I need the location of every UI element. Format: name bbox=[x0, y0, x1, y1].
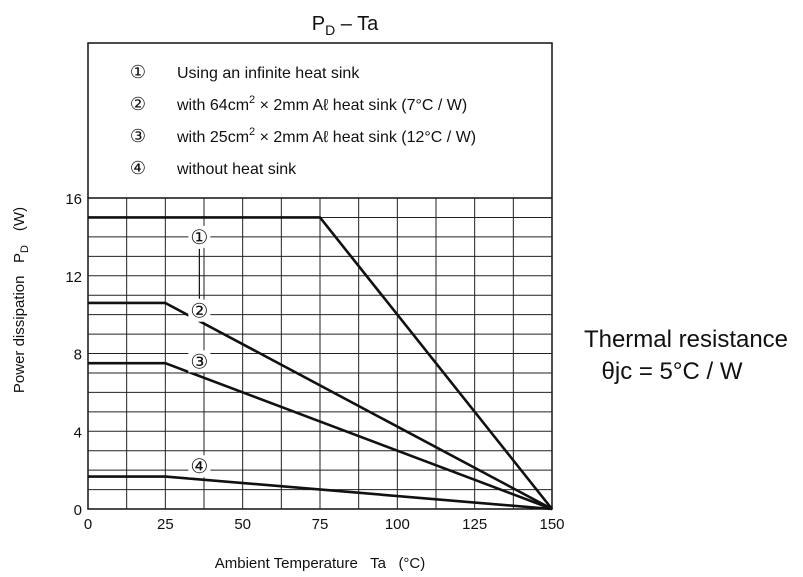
y-tick-label: 16 bbox=[65, 191, 82, 208]
legend-marker-1: ① bbox=[130, 62, 146, 82]
x-tick-label: 150 bbox=[539, 516, 564, 533]
chart-title-subscript: D bbox=[325, 22, 335, 38]
series-line-4 bbox=[88, 475, 553, 511]
y-tick-label: 12 bbox=[65, 269, 82, 286]
legend-marker-4: ④ bbox=[130, 158, 146, 178]
series-markers: ① ② ③ ④ bbox=[188, 225, 211, 478]
y-tick-label: 8 bbox=[74, 347, 82, 364]
legend-text-1: Using an infinite heat sink bbox=[177, 65, 360, 82]
series-marker-2: ② bbox=[190, 301, 208, 323]
series-marker-backing bbox=[188, 299, 211, 322]
x-axis-label: Ambient Temperature Ta (°C) bbox=[215, 555, 426, 572]
series-marker-1: ① bbox=[190, 227, 208, 249]
y-axis-label: Power dissipation PD(W) bbox=[11, 207, 31, 393]
x-tick-label: 50 bbox=[234, 516, 251, 533]
x-tick-label: 125 bbox=[462, 516, 487, 533]
y-tick-label: 0 bbox=[74, 502, 82, 519]
grid bbox=[88, 198, 552, 509]
x-tick-label: 75 bbox=[312, 516, 329, 533]
series-marker-4: ④ bbox=[190, 456, 208, 478]
series-marker-backing bbox=[188, 350, 211, 373]
thermal-resistance-value: θjc = 5°C / W bbox=[602, 358, 743, 385]
series-marker-backing bbox=[188, 455, 211, 478]
legend-text-4: without heat sink bbox=[176, 161, 297, 178]
legend-marker-3: ③ bbox=[130, 126, 146, 146]
series-marker-3: ③ bbox=[190, 351, 208, 373]
series-line-1 bbox=[88, 216, 554, 510]
chart-title: PD – Ta bbox=[312, 13, 379, 38]
thermal-resistance-label: Thermal resistance bbox=[584, 326, 788, 353]
y-tick-label: 4 bbox=[74, 424, 82, 441]
x-tick-label: 0 bbox=[84, 516, 92, 533]
legend: ① Using an infinite heat sink ② with 64cm2 … bbox=[130, 62, 476, 178]
series-line-3 bbox=[88, 361, 553, 511]
series-marker-backing bbox=[188, 225, 211, 248]
legend-marker-2: ② bbox=[130, 94, 146, 114]
y-axis-label-subscript: D bbox=[19, 245, 31, 253]
legend-text-3: with 25cm2 × 2mm Aℓ heat sink (12°C / W) bbox=[176, 126, 476, 146]
x-tick-label: 100 bbox=[385, 516, 410, 533]
y-axis-ticks: 0 4 8 12 16 bbox=[65, 191, 82, 519]
x-axis-ticks: 0 25 50 75 100 125 150 bbox=[84, 516, 565, 533]
legend-text-2: with 64cm2 × 2mm Aℓ heat sink (7°C / W) bbox=[176, 94, 467, 114]
series-lines bbox=[88, 216, 554, 511]
series-line-2 bbox=[88, 301, 553, 511]
x-tick-label: 25 bbox=[157, 516, 174, 533]
